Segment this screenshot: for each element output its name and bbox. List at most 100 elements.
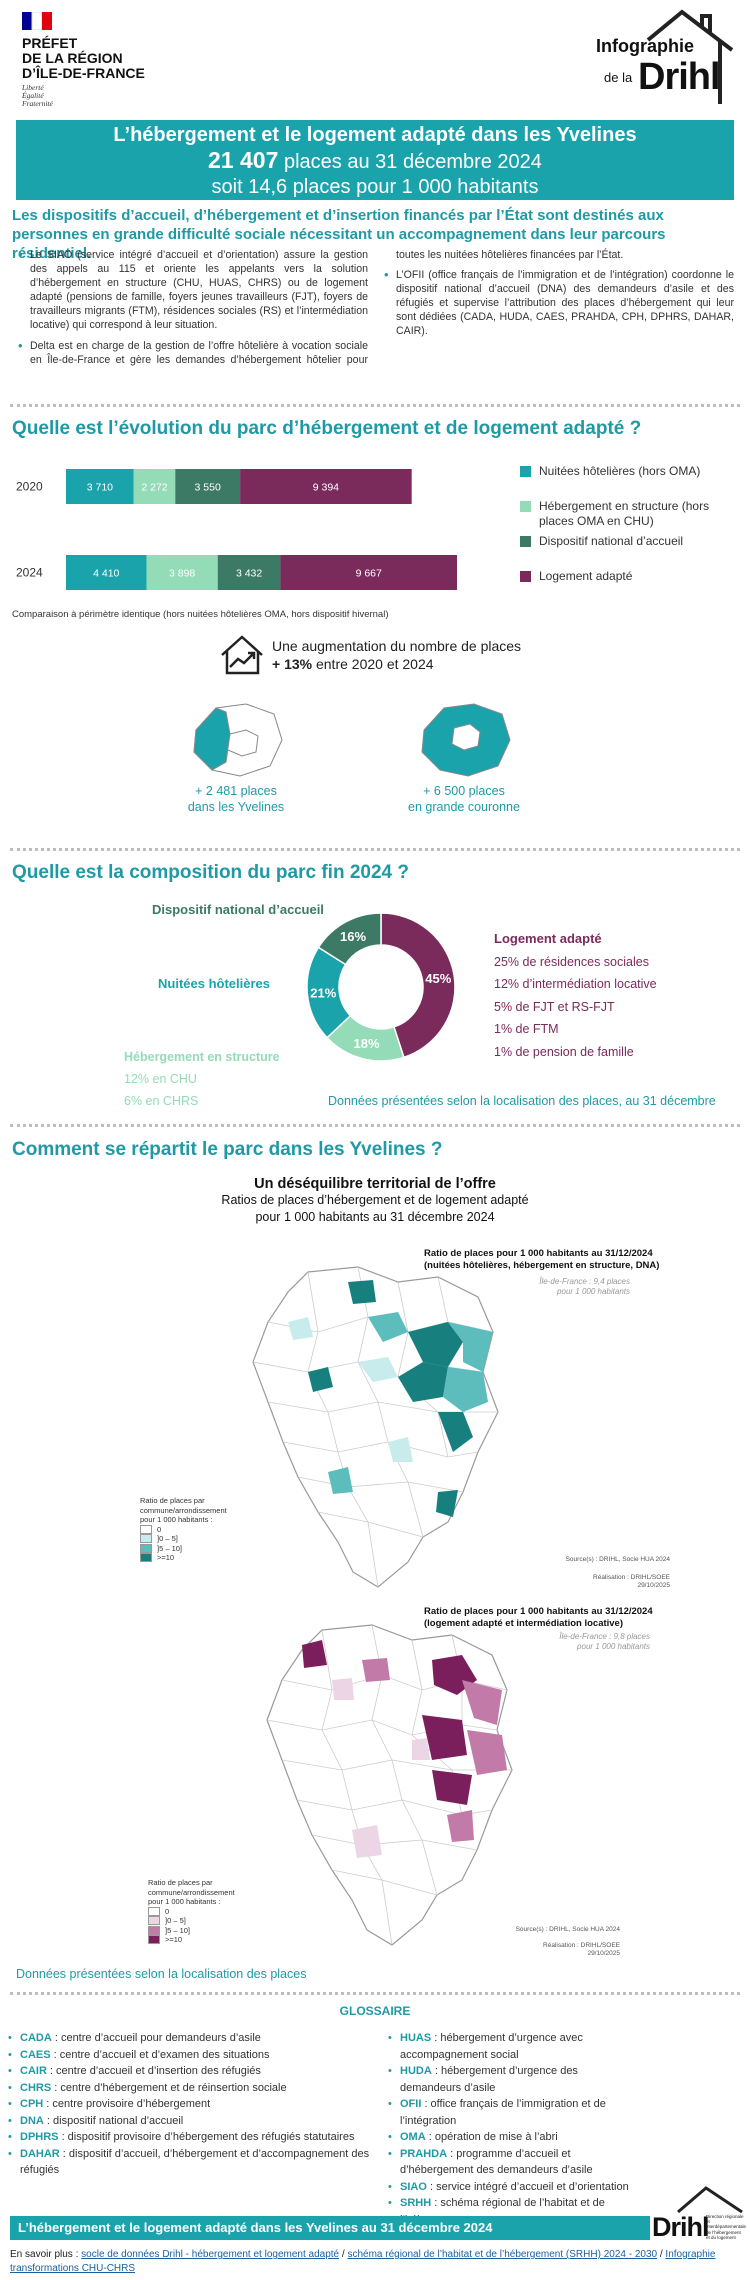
glossary-abbr: SIAO xyxy=(400,2180,427,2193)
glossary-def: : centre d’accueil et d’insertion des ré… xyxy=(46,2065,261,2077)
bar-value-label: 3 550 xyxy=(195,482,221,494)
legend-label: Logement adapté xyxy=(539,569,633,583)
bar-segment xyxy=(175,469,241,504)
section-title: Quelle est la composition du parc fin 20… xyxy=(12,862,409,883)
glossary-def: : dispositif provisoire d’hébergement de… xyxy=(58,2131,355,2143)
subtitle-line: pour 1 000 habitants au 31 décembre 2024 xyxy=(255,1210,495,1224)
de-la-label: de la xyxy=(604,70,633,85)
section-title: Comment se répartit le parc dans les Yve… xyxy=(12,1139,443,1160)
legend-row: ]5 – 10] xyxy=(148,1926,235,1936)
increase-period: entre 2020 et 2024 xyxy=(315,656,434,672)
glossary-entry: DPHRS : dispositif provisoire d’hébergem… xyxy=(8,2129,370,2146)
link[interactable]: Infographie transformations CHU-CHRS xyxy=(10,2249,716,2274)
category-label: 2024 xyxy=(16,566,43,580)
legend-swatch xyxy=(148,1935,160,1945)
glossary-entry: DAHAR : dispositif d’accueil, d’hébergem… xyxy=(8,2146,370,2179)
prefet-line: D’ÎLE-DE-FRANCE xyxy=(22,65,145,81)
chart-note: Comparaison à périmètre identique (hors … xyxy=(12,609,389,620)
bar-segment xyxy=(66,469,134,504)
bullet-list: Le SIAO (service intégré d’accueil et d’… xyxy=(16,248,734,398)
legend-title-line: Ratio de places par xyxy=(148,1878,213,1887)
glossary-abbr: OMA xyxy=(400,2131,426,2143)
bullet: L’OFII (office français de l’immigration… xyxy=(384,268,734,338)
banner-title: L’hébergement et le logement adapté dans… xyxy=(113,124,637,146)
composition-note: Données présentées selon la localisation… xyxy=(328,1094,716,1108)
marianne-flag xyxy=(22,12,52,30)
glossary-def: : dispositif national d’accueil xyxy=(43,2114,184,2127)
glossary-abbr: DNA xyxy=(20,2114,44,2127)
glossary-def: : opération de mise à l’abri xyxy=(425,2131,558,2143)
idf-map-yvelines xyxy=(193,703,283,777)
increase-text: Une augmentation du nombre de places + 1… xyxy=(272,637,521,673)
drihl-sub-line: et interdépartementale xyxy=(706,2219,747,2230)
legend-label: Hébergement en structure (hors places OM… xyxy=(539,499,710,528)
legend-swatch xyxy=(520,466,531,477)
idf-ratio: Île-de-France : 9,8 places pour 1 000 ha… xyxy=(520,1632,650,1652)
detail-line: 12% en CHU xyxy=(124,1072,197,1086)
more-links: En savoir plus : socle de données Drihl … xyxy=(10,2248,740,2276)
logement-block: Logement adapté 25% de résidences social… xyxy=(494,928,657,1063)
legend-item: Hébergement en structure (hors places OM… xyxy=(520,499,740,534)
bar-value-label: 4 410 xyxy=(93,568,119,580)
legend-swatch xyxy=(520,536,531,547)
drihl-logo-house xyxy=(646,9,734,104)
bar-segment xyxy=(217,555,281,590)
bar-value-label: 2 272 xyxy=(141,482,167,494)
detail-line: 25% de résidences sociales xyxy=(494,954,649,969)
bar-value-label: 9 667 xyxy=(356,568,382,580)
glossary-def: : hébergement d’urgence des demandeurs d… xyxy=(400,2065,578,2094)
drihl-sub-line: de l’hébergement xyxy=(706,2229,741,2235)
increase-line: + 13% entre 2020 et 2024 xyxy=(272,655,521,673)
separator xyxy=(10,1124,740,1127)
bar-value-label: 3 432 xyxy=(236,568,262,580)
link-separator: / xyxy=(341,2249,345,2260)
link[interactable]: socle de données Drihl - hébergement et … xyxy=(81,2249,340,2260)
detail-line: 1% de pension de famille xyxy=(494,1044,634,1059)
glossary-column: HUAS : hébergement d’urgence avec accomp… xyxy=(388,2030,638,2228)
glossary-title: GLOSSAIRE xyxy=(339,2004,411,2018)
legend-label: Dispositif national d’accueil xyxy=(539,534,684,548)
legend-label: >=10 xyxy=(165,1935,183,1944)
map-subtitle: Un déséquilibre territorial de l’offre R… xyxy=(0,1176,750,1226)
glossary-def: : hébergement d’urgence avec accompagnem… xyxy=(400,2032,583,2061)
map-caption-line: + 6 500 places xyxy=(423,784,505,798)
map-title-line: Ratio de places pour 1 000 habitants au … xyxy=(424,1248,653,1259)
link[interactable]: schéma régional de l’habitat et de l’héb… xyxy=(347,2249,658,2260)
map-caption: + 2 481 places dans les Yvelines xyxy=(156,783,316,815)
title-banner: L’hébergement et le logement adapté dans… xyxy=(16,120,734,200)
map-source: Source(s) : DRIHL, Socle HUA 2024 Réalis… xyxy=(510,1926,620,1958)
glossary-abbr: CHRS xyxy=(20,2081,52,2094)
idf-ratio-line: Île-de-France : 9,8 places xyxy=(559,1632,650,1641)
idf-ratio: Île-de-France : 9,4 places pour 1 000 ha… xyxy=(520,1277,630,1297)
glossary-abbr: HUAS xyxy=(400,2032,432,2044)
glossary-def: : service intégré d’accueil et d’orienta… xyxy=(426,2180,629,2193)
map-title: Ratio de places pour 1 000 habitants au … xyxy=(424,1606,653,1630)
glossary-def: : centre d’accueil et d’examen des situa… xyxy=(50,2048,270,2061)
bar-value-label: 3 898 xyxy=(169,568,195,580)
more-label: En savoir plus : xyxy=(10,2249,79,2260)
banner-total-line: 21 407 places au 31 décembre 2024 xyxy=(16,148,734,175)
banner-total: 21 407 xyxy=(208,147,279,173)
idf-ratio-line: pour 1 000 habitants xyxy=(577,1642,650,1651)
separator xyxy=(10,404,740,407)
stacked-bar-chart: 2020 3 710 2 272 3 550 9 394 2024 4 410 3 898 3 … xyxy=(16,469,457,590)
map-title-line: Ratio de places pour 1 000 habitants au … xyxy=(424,1606,653,1617)
bar-segment xyxy=(240,469,412,504)
legend-swatch xyxy=(148,1916,160,1926)
legend-swatch xyxy=(140,1543,152,1553)
glossary-def: : centre d’accueil pour demandeurs d’asi… xyxy=(51,2032,261,2044)
realisation-line: 29/10/2025 xyxy=(587,1950,620,1957)
glossary-entry: CHRS : centre d’hébergement et de réinse… xyxy=(8,2080,370,2097)
prefet-line: DE LA RÉGION xyxy=(22,50,123,66)
legend: Nuitées hôtelières (hors OMA) Hébergement… xyxy=(520,464,740,604)
slice-label: 18% xyxy=(354,1036,380,1051)
donut-chart: 45% 18% 21% 16% xyxy=(306,912,456,1062)
increase-line: Une augmentation du nombre de places xyxy=(272,638,522,654)
glossary-entry: CAES : centre d’accueil et d’examen des … xyxy=(8,2047,370,2064)
map-yvelines-1 xyxy=(252,1266,499,1588)
footer-drihl: Drihl xyxy=(652,2212,710,2242)
section-title: Quelle est l’évolution du parc d’héberge… xyxy=(12,418,642,439)
glossary-column: CADA : centre d’accueil pour demandeurs … xyxy=(8,2030,370,2179)
bar-segment xyxy=(66,555,147,590)
